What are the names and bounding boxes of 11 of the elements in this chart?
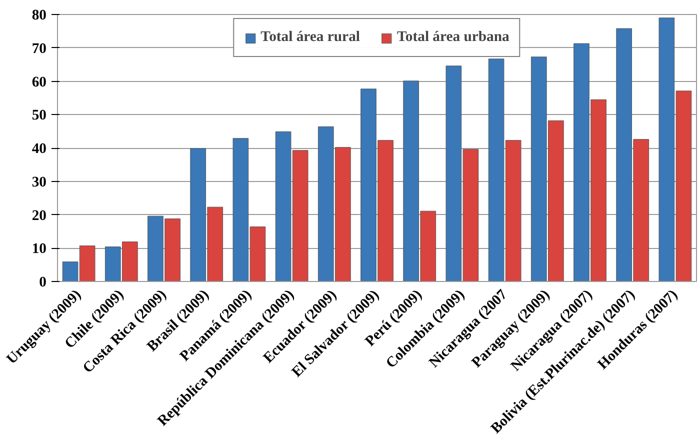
y-tick-label: 80 [32, 8, 46, 24]
y-tick-label: 40 [32, 141, 46, 157]
y-tick-label: 60 [32, 74, 46, 90]
y-tick-label: 10 [32, 241, 46, 258]
y-tick-label: 70 [32, 40, 46, 57]
legend-label: Total área rural [260, 29, 360, 46]
legend-label: Total área urbana [396, 29, 510, 46]
y-tick-label: 50 [32, 108, 46, 124]
y-tick-label: 0 [39, 274, 46, 290]
y-tick-label: 30 [32, 174, 46, 190]
y-tick-label: 20 [32, 208, 46, 224]
